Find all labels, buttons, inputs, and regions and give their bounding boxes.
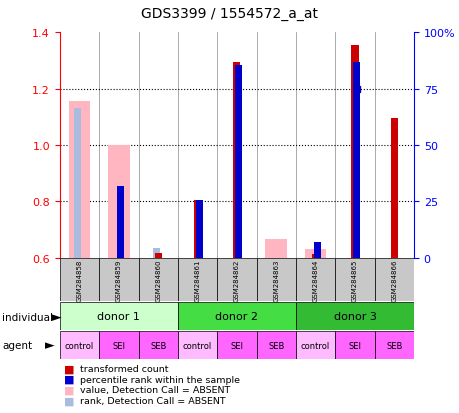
Bar xyxy=(335,331,374,359)
Bar xyxy=(235,65,242,258)
Text: SEI: SEI xyxy=(348,341,361,350)
Bar xyxy=(117,186,124,258)
Text: SEB: SEB xyxy=(268,341,284,350)
Text: GSM284862: GSM284862 xyxy=(233,259,240,301)
Text: GSM284865: GSM284865 xyxy=(351,259,357,301)
Text: donor 3: donor 3 xyxy=(333,311,375,321)
Bar xyxy=(68,102,90,258)
Text: ■: ■ xyxy=(64,374,75,384)
Text: ■: ■ xyxy=(64,363,75,373)
Text: GSM284863: GSM284863 xyxy=(273,259,279,301)
Text: GSM284859: GSM284859 xyxy=(116,259,122,301)
Text: GSM284864: GSM284864 xyxy=(312,259,318,301)
Bar xyxy=(99,258,138,301)
Text: GDS3399 / 1554572_a_at: GDS3399 / 1554572_a_at xyxy=(141,7,318,21)
Bar xyxy=(311,254,319,258)
Bar xyxy=(108,146,129,258)
Bar xyxy=(335,258,374,301)
Bar xyxy=(194,200,201,258)
Text: ■: ■ xyxy=(64,385,75,395)
Text: ►: ► xyxy=(45,339,54,352)
Bar xyxy=(233,63,240,258)
Bar xyxy=(138,258,178,301)
Text: agent: agent xyxy=(2,340,32,350)
Bar xyxy=(351,46,358,258)
Bar xyxy=(295,258,335,301)
Bar xyxy=(74,109,81,258)
Bar xyxy=(256,258,295,301)
Text: donor 1: donor 1 xyxy=(97,311,140,321)
Bar xyxy=(313,243,320,258)
Bar xyxy=(217,258,256,301)
Text: GSM284861: GSM284861 xyxy=(194,259,200,301)
Bar xyxy=(304,250,326,258)
Bar xyxy=(374,258,413,301)
Text: GSM284860: GSM284860 xyxy=(155,259,161,301)
Text: control: control xyxy=(183,341,212,350)
Text: GSM284866: GSM284866 xyxy=(391,259,397,301)
Bar xyxy=(99,331,138,359)
Bar xyxy=(60,331,99,359)
Text: control: control xyxy=(300,341,330,350)
Bar xyxy=(178,302,295,330)
Bar xyxy=(152,248,159,258)
Bar xyxy=(60,258,99,301)
Text: percentile rank within the sample: percentile rank within the sample xyxy=(80,375,240,384)
Bar xyxy=(374,331,413,359)
Bar xyxy=(178,331,217,359)
Text: transformed count: transformed count xyxy=(80,364,168,373)
Text: ■: ■ xyxy=(64,396,75,406)
Bar xyxy=(353,63,360,258)
Bar xyxy=(256,331,295,359)
Text: donor 2: donor 2 xyxy=(215,311,258,321)
Bar xyxy=(196,200,202,258)
Bar xyxy=(154,254,162,258)
Bar xyxy=(178,258,217,301)
Bar xyxy=(295,302,413,330)
Text: SEB: SEB xyxy=(385,341,402,350)
Text: SEI: SEI xyxy=(112,341,125,350)
Text: rank, Detection Call = ABSENT: rank, Detection Call = ABSENT xyxy=(80,396,226,405)
Text: ►: ► xyxy=(51,310,61,323)
Text: individual: individual xyxy=(2,312,53,322)
Bar xyxy=(138,331,178,359)
Text: SEI: SEI xyxy=(230,341,243,350)
Text: control: control xyxy=(65,341,94,350)
Bar xyxy=(60,302,178,330)
Bar xyxy=(265,240,286,258)
Bar xyxy=(217,331,256,359)
Text: GSM284858: GSM284858 xyxy=(76,259,82,301)
Text: SEB: SEB xyxy=(150,341,166,350)
Bar xyxy=(390,119,397,258)
Bar xyxy=(295,331,335,359)
Text: value, Detection Call = ABSENT: value, Detection Call = ABSENT xyxy=(80,385,230,394)
